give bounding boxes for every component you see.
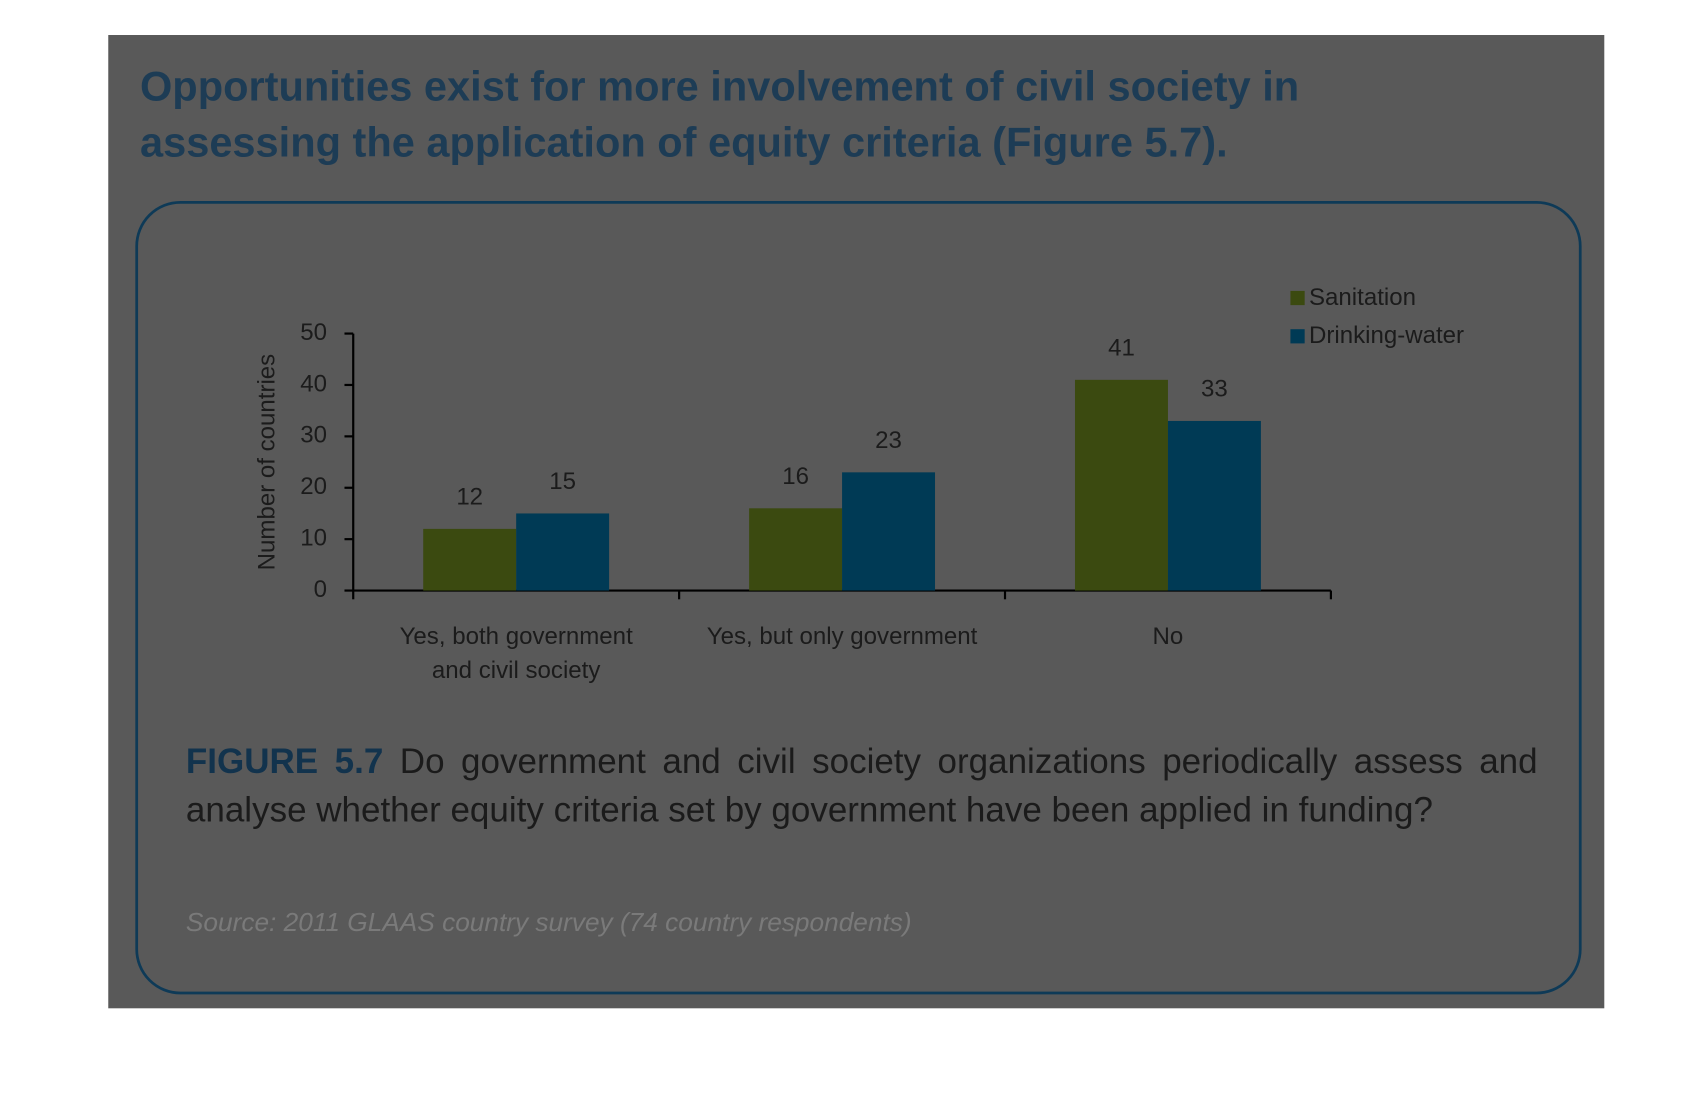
figure-frame: [135, 200, 1582, 995]
value-label: 23: [875, 427, 902, 454]
bar: [749, 508, 843, 591]
legend-swatch: [1290, 329, 1305, 344]
heading: Opportunities exist for more involvement…: [139, 64, 1300, 167]
x-tick-label-box: No: [1152, 622, 1184, 650]
value-label: 12: [456, 484, 483, 511]
caption-box: FIGURE 5.7 Do government and civil socie…: [186, 737, 1538, 833]
y-tick-label: 50: [300, 319, 327, 346]
y-axis-label: Number of countries: [253, 354, 280, 571]
bar: [842, 472, 936, 591]
x-tick-label: No: [1152, 622, 1184, 650]
x-tick-label: Yes, but only government: [706, 622, 978, 650]
bar: [1167, 420, 1261, 591]
bar: [423, 528, 517, 591]
value-label: 41: [1108, 335, 1135, 362]
x-tick-label-box: Yes, but only government: [706, 622, 978, 650]
heading-box: Opportunities exist for more involvement…: [139, 64, 1300, 167]
bar: [1074, 379, 1168, 591]
x-tick-label: Yes, both government and civil society: [399, 622, 633, 684]
y-tick-label: 10: [300, 525, 327, 552]
value-label: 15: [549, 468, 576, 495]
legend-label: Sanitation: [1309, 284, 1416, 311]
value-label: 16: [782, 463, 809, 490]
y-tick-label: 20: [300, 473, 327, 500]
caption: FIGURE 5.7 Do government and civil socie…: [186, 737, 1538, 833]
y-tick-label: 40: [300, 370, 327, 397]
legend-label: Drinking-water: [1309, 322, 1464, 349]
caption-text: Do government and civil society organiza…: [185, 741, 1538, 829]
value-label: 33: [1201, 376, 1228, 403]
legend-swatch: [1290, 290, 1305, 306]
source: Source: 2011 GLAAS country survey (74 co…: [186, 907, 912, 937]
y-tick-label: 30: [300, 422, 327, 449]
x-tick-label-box: Yes, both government and civil society: [399, 622, 633, 684]
bar: [516, 513, 610, 591]
y-tick-label: 0: [314, 576, 327, 603]
caption-label: FIGURE 5.7: [185, 741, 384, 781]
